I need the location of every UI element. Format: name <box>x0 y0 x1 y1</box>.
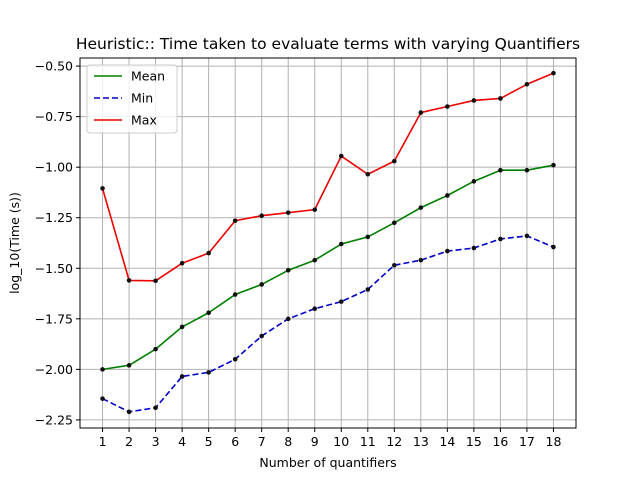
x-tick-label: 7 <box>258 434 266 449</box>
x-tick-label: 4 <box>178 434 186 449</box>
x-tick-label: 11 <box>360 434 376 449</box>
data-point-min <box>445 248 450 254</box>
x-tick-label: 14 <box>439 434 455 449</box>
data-point-min <box>418 257 424 263</box>
y-tick-label: −0.50 <box>35 59 73 74</box>
data-point-max <box>179 260 185 266</box>
data-point-max <box>100 186 105 191</box>
data-point-mean <box>153 346 158 352</box>
data-point-mean <box>232 292 238 297</box>
data-point-max <box>285 210 291 215</box>
data-point-max <box>259 213 264 219</box>
y-tick-label: −2.25 <box>35 412 73 427</box>
data-point-max <box>365 171 371 177</box>
data-point-mean <box>471 179 477 184</box>
data-point-max <box>445 104 450 109</box>
data-point-mean <box>285 267 291 273</box>
data-point-min <box>392 262 397 268</box>
data-point-min <box>126 409 132 415</box>
data-point-mean <box>551 162 556 168</box>
legend-items: Mean Min Max <box>94 69 165 128</box>
data-point-min <box>153 405 158 411</box>
y-tick-label: −1.50 <box>35 261 73 276</box>
data-point-min <box>259 333 264 339</box>
x-tick-label: 6 <box>231 434 239 449</box>
data-point-min <box>312 306 318 312</box>
data-point-mean <box>338 241 344 247</box>
data-point-mean <box>524 167 530 173</box>
data-point-min <box>365 287 371 292</box>
data-point-mean <box>392 220 397 226</box>
series-line-mean <box>102 164 554 371</box>
data-point-mean <box>312 257 318 263</box>
data-point-min <box>524 233 530 239</box>
x-tick-label: 15 <box>466 434 482 449</box>
data-point-mean <box>259 282 264 287</box>
data-point-min <box>179 374 185 379</box>
x-tick-label: 10 <box>333 434 349 449</box>
data-point-min <box>551 244 556 250</box>
data-point-mean <box>179 324 185 330</box>
legend-box <box>86 64 178 134</box>
y-tick-label: −1.75 <box>35 311 73 326</box>
data-point-mean <box>206 310 211 316</box>
data-point-min <box>471 245 477 251</box>
x-tick-label: 16 <box>492 434 508 449</box>
data-point-max <box>498 96 503 101</box>
data-point-max <box>232 218 238 224</box>
data-point-max <box>524 81 530 87</box>
plot-frame <box>79 57 577 429</box>
y-axis-title: log_10(Time (s)) <box>7 192 22 294</box>
legend-label-max: Max <box>131 113 157 128</box>
y-tick-label: −2.00 <box>35 362 73 377</box>
x-tick-label: 1 <box>99 434 107 449</box>
legend-label-min: Min <box>131 91 153 106</box>
data-point-max <box>471 98 477 103</box>
data-point-mean <box>445 193 450 198</box>
data-point-max <box>312 207 318 212</box>
y-tick-label: −0.75 <box>35 109 73 124</box>
data-point-min <box>232 356 238 362</box>
legend-label-mean: Mean <box>131 69 165 84</box>
data-point-max <box>551 70 556 76</box>
x-tick-label: 13 <box>413 434 429 449</box>
series-line-max <box>101 72 554 282</box>
data-point-max <box>206 250 211 256</box>
data-point-min <box>338 299 344 304</box>
x-tick-label: 18 <box>546 434 562 449</box>
x-tick-label: 17 <box>519 434 535 449</box>
data-point-mean <box>418 205 424 210</box>
data-point-mean <box>100 367 105 372</box>
data-point-mean <box>126 363 132 368</box>
data-point-max <box>153 278 158 284</box>
data-point-min <box>206 370 211 375</box>
x-tick-label: 2 <box>125 434 133 449</box>
legend: Mean Min Max <box>86 64 178 134</box>
x-axis-title: Number of quantifiers <box>259 455 396 470</box>
data-point-max <box>126 278 132 283</box>
chart-title: Heuristic:: Time taken to evaluate terms… <box>76 35 580 53</box>
ticks: 1 2 3 4 5 6 7 8 9 10 11 12 13 14 15 16 17 18−2.25−2.00−1.… <box>35 59 562 449</box>
data-point-max <box>392 158 397 164</box>
x-tick-label: 9 <box>311 434 319 449</box>
y-tick-label: −1.25 <box>35 210 73 225</box>
x-tick-label: 3 <box>152 434 160 449</box>
marker-layer <box>100 70 556 415</box>
data-point-min <box>100 396 105 401</box>
data-point-max <box>338 153 344 159</box>
series-line-min <box>102 235 554 413</box>
data-point-max <box>418 110 424 115</box>
x-tick-label: 12 <box>386 434 402 449</box>
data-point-min <box>498 236 503 242</box>
x-tick-label: 8 <box>284 434 292 449</box>
y-tick-label: −1.00 <box>35 160 73 175</box>
data-point-min <box>285 316 291 322</box>
series-layer <box>101 72 554 413</box>
x-tick-label: 5 <box>205 434 213 449</box>
data-point-mean <box>498 167 503 173</box>
data-point-mean <box>365 234 371 240</box>
